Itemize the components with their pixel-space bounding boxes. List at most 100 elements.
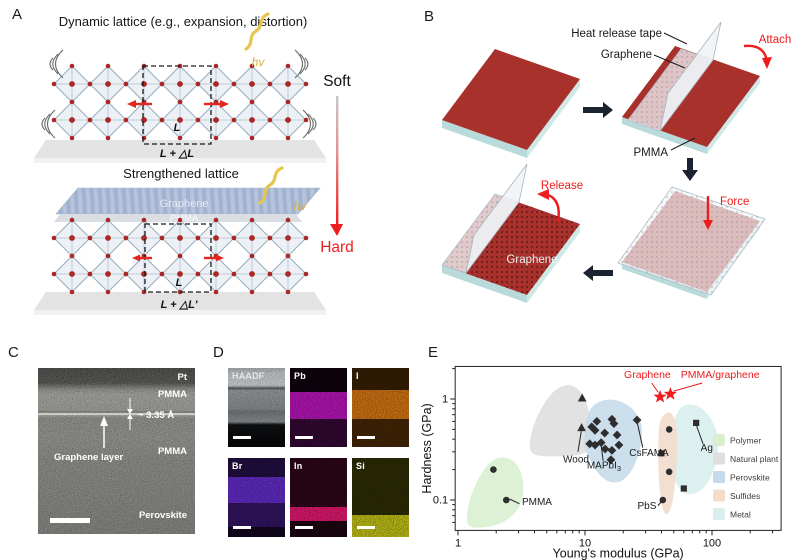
point-label-pbs: PbS: [638, 500, 663, 512]
eds-map-in: In: [290, 458, 347, 537]
spacing-label: ~ 3.35 Å: [138, 410, 175, 421]
map-label: I: [356, 371, 359, 381]
force-label: Force: [720, 196, 749, 208]
graphene-layer-label: Graphene layer: [54, 452, 124, 463]
pmma-layer: [54, 214, 302, 222]
data-point: [665, 468, 673, 476]
step-press-force: [617, 186, 766, 299]
map-label: Si: [356, 461, 365, 471]
pt-label: Pt: [177, 372, 188, 383]
eds-map-pb: Pb: [290, 368, 347, 447]
panel-a-label: A: [12, 6, 23, 23]
dynamic-lattice: [51, 63, 309, 141]
step-attach-tape: [622, 21, 760, 154]
series-wood-triangles: [577, 393, 587, 432]
panel-a-title-top: Dynamic lattice (e.g., expansion, distor…: [59, 14, 308, 29]
strengthened-lattice: [51, 217, 309, 295]
svg-text:Ag: Ag: [701, 443, 713, 454]
point-label-graphene: Graphene: [624, 369, 671, 393]
eds-map-si: Si: [352, 458, 409, 537]
heat-release-tape-label: Heat release tape: [571, 28, 662, 40]
hv-label-top: hv: [252, 55, 266, 69]
x-tick-label: 100: [703, 537, 721, 549]
pmma-bottom-label: PMMA: [157, 446, 187, 457]
attach-label: Attach: [759, 34, 792, 46]
svg-text:PMMA/graphene: PMMA/graphene: [681, 369, 760, 381]
map-label: In: [294, 461, 303, 471]
data-point-star: [653, 389, 667, 403]
data-point: [665, 426, 673, 433]
svg-text:Wood: Wood: [563, 455, 589, 466]
scale-bar: [295, 526, 313, 529]
scale-bar: [233, 526, 251, 529]
point-label-pmma-graphene: PMMA/graphene: [673, 369, 760, 392]
svg-text:PbS: PbS: [638, 501, 657, 512]
data-point: [607, 445, 617, 455]
map-label: HAADF: [232, 371, 265, 381]
data-point: [590, 440, 600, 450]
perovskite-label: Perovskite: [138, 510, 187, 521]
expansion-label-top: L + △L: [160, 148, 195, 160]
region-natural-plant: [529, 385, 596, 457]
data-point: [592, 417, 602, 426]
map-label: Pb: [294, 371, 306, 381]
axis-ticks: [450, 368, 774, 536]
data-point: [585, 439, 595, 449]
legend-swatch: [713, 489, 725, 502]
soft-label: Soft: [323, 73, 351, 90]
map-label: Br: [232, 461, 243, 471]
soft-hard-arrow: [336, 96, 339, 224]
data-point: [502, 496, 510, 504]
point-label-ag: Ag: [696, 425, 713, 454]
arrow-right-icon: [583, 102, 613, 118]
region-metal: [669, 404, 719, 495]
eds-map-br: Br: [228, 458, 285, 537]
data-point: [658, 450, 665, 457]
point-label-csfama: CsFAMA: [629, 423, 669, 459]
panel-b-label: B: [424, 8, 435, 25]
data-point: [490, 466, 497, 473]
data-point: [577, 393, 587, 402]
y-axis-label: Hardness (GPa): [420, 403, 434, 493]
pmma-top-label: PMMA: [157, 389, 187, 400]
data-point: [614, 440, 624, 450]
legend-swatch: [713, 508, 725, 520]
y-tick-label: 0.1: [433, 495, 448, 507]
legend-label: Metal: [730, 510, 751, 520]
step2-annotations: Heat release tape Graphene PMMA: [571, 28, 696, 159]
data-point: [577, 423, 586, 432]
data-point: [693, 419, 700, 426]
legend-label: Polymer: [730, 436, 761, 446]
tem-image: Pt PMMA ~ 3.35 Å Graphene layer PMMA Per…: [38, 368, 195, 534]
series-metal-squares: [658, 419, 700, 492]
series-perovskite-diamonds: [585, 414, 642, 465]
graphene-sheet-label: Graphene: [160, 198, 209, 210]
hardness-modulus-chart: 1 10 100 0.1 1 Young's modulus (GPa) Hardness …: [420, 365, 782, 560]
panel-c-label: C: [8, 344, 19, 361]
series-graphene-stars: [653, 387, 677, 403]
y-tick-label: 1: [442, 394, 448, 406]
legend-label: Natural plant: [730, 454, 779, 464]
data-point: [600, 444, 610, 454]
panel-e-label: E: [428, 344, 439, 361]
data-point: [609, 419, 619, 429]
data-point: [587, 422, 597, 432]
step-perovskite-film: [442, 49, 580, 158]
legend-label: Sulfides: [730, 491, 760, 501]
expansion-label-bottom: L + △L': [161, 299, 198, 311]
scale-bar: [233, 436, 251, 439]
point-label-pmma: PMMA: [509, 497, 552, 508]
vibration-arcs: [41, 49, 317, 139]
data-point: [600, 428, 610, 438]
data-point: [607, 414, 617, 424]
series-polymer-circles: [490, 466, 510, 504]
data-point: [606, 455, 616, 465]
chart-root: 1 10 100 0.1 1 Young's modulus (GPa) Hardness …: [420, 365, 782, 560]
lattice-constant-label: L: [174, 122, 181, 134]
step-release: [441, 163, 580, 303]
panel-b-process: Heat release tape Graphene PMMA Attach F…: [441, 21, 792, 303]
x-axis-label: Young's modulus (GPa): [553, 546, 684, 560]
svg-text:MAPbI3: MAPbI3: [587, 461, 621, 474]
legend-label: Perovskite: [730, 473, 770, 483]
